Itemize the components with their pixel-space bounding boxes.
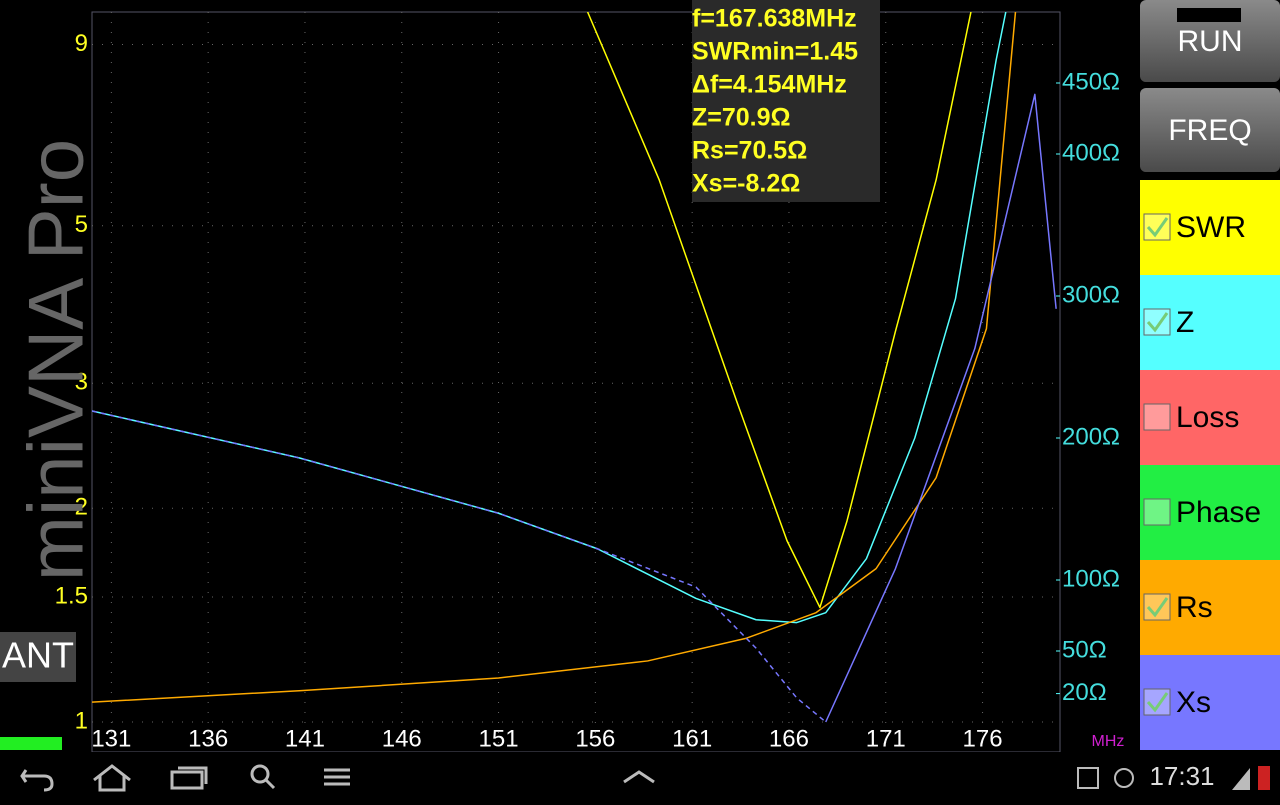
- status-indicator: [0, 737, 62, 750]
- x-tick-label: 141: [285, 725, 325, 752]
- x-tick-label: 136: [188, 725, 228, 752]
- back-icon[interactable]: [20, 769, 54, 792]
- y2-tick-label: 20Ω: [1062, 679, 1107, 706]
- checkmark: [1146, 217, 1169, 238]
- x-tick-label: 166: [769, 725, 809, 752]
- y2-tick-label: 450Ω: [1062, 68, 1120, 95]
- port-box: [0, 632, 76, 682]
- marker-info: Z=70.9Ω: [692, 104, 791, 132]
- nav-icons: [20, 764, 1270, 792]
- y-tick-label: 1: [75, 707, 88, 734]
- checkmark: [1146, 312, 1169, 333]
- trace-line: [92, 12, 1007, 624]
- y2-tick-label: 400Ω: [1062, 139, 1120, 166]
- x-tick-label: 161: [672, 725, 712, 752]
- trace-toggle[interactable]: [1140, 560, 1280, 655]
- system-bar: [0, 752, 1280, 800]
- marker-info: Δf=4.154MHz: [692, 71, 847, 99]
- trace-label[interactable]: Loss: [1176, 401, 1239, 434]
- signal-icon: [1232, 768, 1250, 790]
- brand: miniVNA Pro: [12, 139, 100, 581]
- button-label[interactable]: FREQ: [1168, 114, 1251, 147]
- x-tick-label: 156: [575, 725, 615, 752]
- x-unit: MHz: [1092, 733, 1125, 750]
- y2-tick-label: 200Ω: [1062, 423, 1120, 450]
- trace-label[interactable]: Xs: [1176, 686, 1211, 719]
- marker-info: SWRmin=1.45: [692, 38, 858, 66]
- button[interactable]: [1140, 88, 1280, 172]
- trace-toggle[interactable]: [1140, 180, 1280, 275]
- run-indicator: [1177, 8, 1241, 22]
- trace-line: [586, 12, 972, 609]
- search-icon[interactable]: [250, 764, 270, 784]
- y-tick-label: 5: [75, 211, 88, 238]
- port-label: ANT: [2, 635, 74, 676]
- y2-tick-label: 100Ω: [1062, 565, 1120, 592]
- marker-info: Rs=70.5Ω: [692, 137, 807, 165]
- marker-info: Xs=-8.2Ω: [692, 170, 800, 198]
- up-icon[interactable]: [623, 770, 655, 784]
- button-label[interactable]: RUN: [1178, 25, 1243, 58]
- trace-toggle[interactable]: [1140, 370, 1280, 465]
- battery-icon: [1258, 766, 1270, 790]
- trace-toggle[interactable]: [1140, 275, 1280, 370]
- button[interactable]: [1140, 0, 1280, 82]
- trace-label[interactable]: SWR: [1176, 211, 1246, 244]
- y-tick-label: 1.5: [55, 582, 88, 609]
- checkbox[interactable]: [1143, 498, 1171, 526]
- trace-line: [825, 93, 1057, 723]
- trace-label[interactable]: Rs: [1176, 591, 1213, 624]
- screenshot-icon: [1077, 767, 1099, 789]
- clock: 17:31: [1149, 761, 1214, 791]
- x-tick-label: 171: [866, 725, 906, 752]
- trace-line: [92, 410, 827, 723]
- x-tick-label: 151: [479, 725, 519, 752]
- y2-tick-label: 300Ω: [1062, 281, 1120, 308]
- location-icon: [1114, 768, 1134, 788]
- trace-toggle[interactable]: [1140, 465, 1280, 560]
- marker-info: f=167.638MHz: [692, 5, 857, 33]
- checkmark: [1146, 692, 1169, 713]
- trace-label[interactable]: Z: [1176, 306, 1194, 339]
- background: [0, 0, 1280, 752]
- marker-box: [692, 0, 880, 202]
- trace-label[interactable]: Phase: [1176, 496, 1261, 529]
- y-tick-label: 3: [75, 369, 88, 396]
- trace-line: [92, 12, 1017, 703]
- recent-icon[interactable]: [170, 766, 208, 790]
- x-tick-label: 131: [91, 725, 131, 752]
- y2-tick-label: 50Ω: [1062, 636, 1107, 663]
- x-tick-label: 146: [382, 725, 422, 752]
- checkmark: [1146, 597, 1169, 618]
- menu-icon[interactable]: [324, 768, 350, 786]
- home-icon[interactable]: [93, 764, 131, 792]
- checkbox[interactable]: [1143, 403, 1171, 431]
- y-tick-label: 9: [75, 30, 88, 57]
- x-tick-label: 176: [963, 725, 1003, 752]
- trace-toggle[interactable]: [1140, 655, 1280, 750]
- y-tick-label: 2: [75, 494, 88, 521]
